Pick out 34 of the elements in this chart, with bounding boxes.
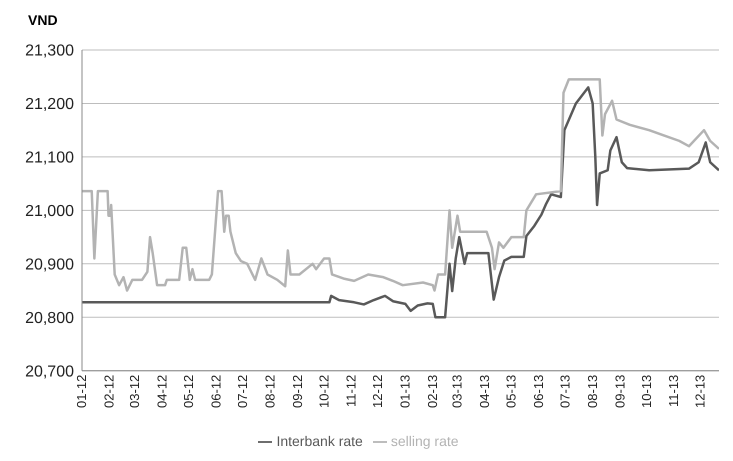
x-tick-label: 02-12 bbox=[102, 374, 117, 408]
y-tick-label: 21,300 bbox=[25, 42, 74, 60]
y-tick-label: 21,200 bbox=[25, 96, 74, 114]
y-tick-label: 21,000 bbox=[25, 203, 74, 220]
x-tick-label: 03-12 bbox=[127, 374, 142, 408]
x-tick-label: 11-12 bbox=[344, 374, 359, 407]
legend-label: selling rate bbox=[390, 432, 459, 449]
x-tick-label: 02-13 bbox=[424, 374, 440, 408]
x-tick-label: 06-12 bbox=[208, 374, 224, 408]
x-tick-label: 10-13 bbox=[638, 374, 654, 408]
x-tick-label: 09-12 bbox=[290, 374, 305, 408]
x-tick-label: 10-12 bbox=[316, 374, 332, 408]
y-axis-title: VND bbox=[28, 12, 58, 28]
x-tick-label: 04-12 bbox=[154, 374, 170, 408]
y-tick-label: 20,700 bbox=[25, 363, 74, 380]
legend-label: Interbank rate bbox=[276, 432, 363, 449]
x-tick-label: 06-13 bbox=[530, 374, 546, 408]
x-tick-label: 03-13 bbox=[450, 374, 465, 408]
y-tick-label: 20,900 bbox=[25, 256, 74, 274]
x-tick-label: 12-12 bbox=[370, 374, 386, 408]
x-tick-label: 12-13 bbox=[692, 374, 708, 408]
x-tick-label: 05-12 bbox=[181, 374, 196, 408]
x-tick-label: 08-12 bbox=[262, 374, 278, 408]
x-tick-label: 07-12 bbox=[235, 374, 250, 408]
x-tick-label: 01-13 bbox=[398, 374, 413, 408]
x-tick-label: 01-12 bbox=[74, 374, 90, 408]
y-tick-label: 20,800 bbox=[25, 310, 74, 327]
x-tick-label: 11-13 bbox=[666, 374, 682, 407]
x-tick-label: 09-13 bbox=[612, 374, 628, 408]
x-tick-label: 05-13 bbox=[504, 374, 519, 408]
x-tick-label: 08-13 bbox=[584, 374, 600, 408]
y-tick-label: 21,100 bbox=[25, 150, 74, 167]
x-tick-label: 07-13 bbox=[558, 374, 572, 408]
x-tick-label: 04-13 bbox=[477, 374, 492, 408]
